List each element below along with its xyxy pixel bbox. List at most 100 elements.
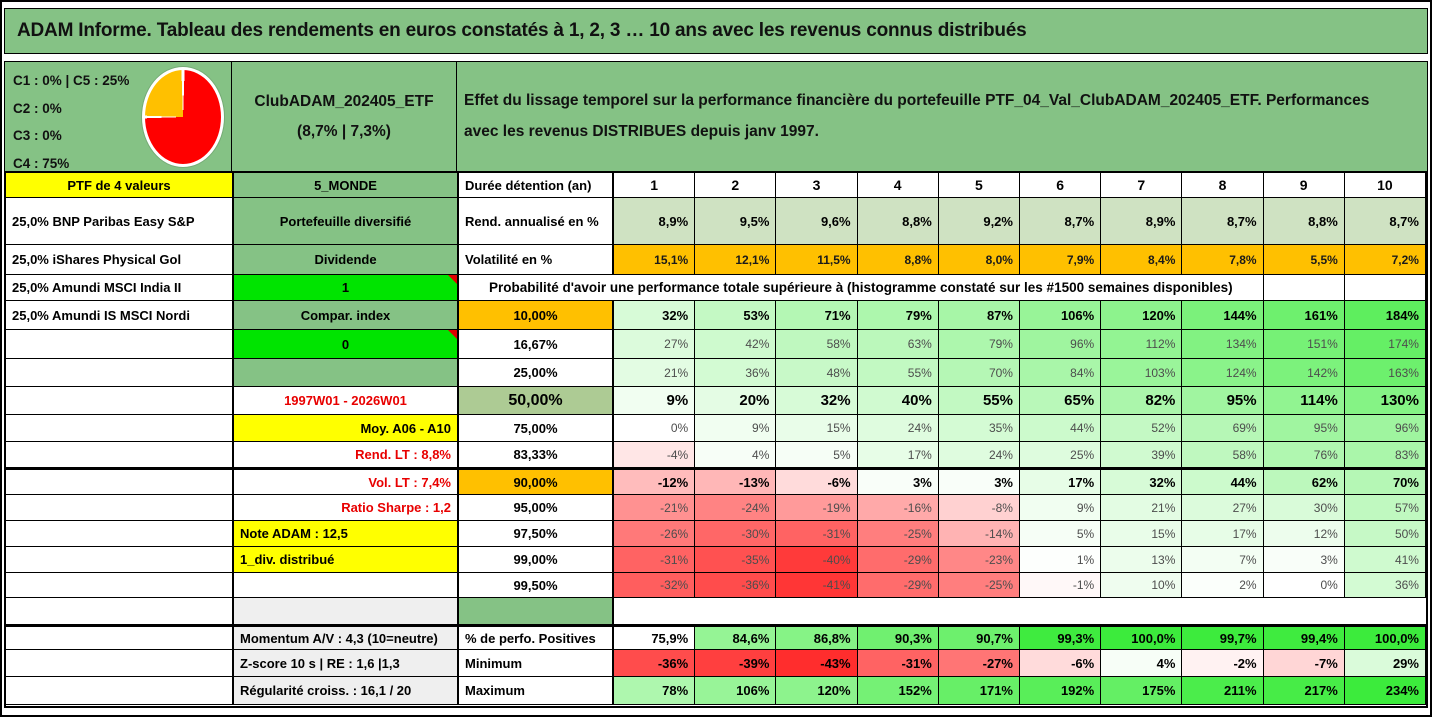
data-cell[interactable]: -32% — [614, 573, 696, 598]
data-cell[interactable]: 39% — [1101, 442, 1183, 468]
data-cell[interactable]: 40% — [857, 387, 939, 415]
data-cell[interactable]: 52% — [1101, 415, 1183, 442]
metric-label-cell[interactable]: 10,00% — [459, 301, 614, 330]
data-cell[interactable]: 112% — [1101, 330, 1183, 359]
data-cell[interactable]: 99,7% — [1182, 625, 1264, 650]
data-cell[interactable]: 12,1% — [695, 245, 777, 275]
year-header-cell[interactable]: 6 — [1019, 173, 1102, 198]
data-cell[interactable]: 27% — [614, 330, 696, 359]
data-cell[interactable]: 71% — [776, 301, 858, 330]
data-cell[interactable]: 11,5% — [776, 245, 858, 275]
data-cell[interactable]: 8,0% — [938, 245, 1020, 275]
data-cell[interactable]: 48% — [776, 359, 858, 387]
data-cell[interactable]: 29% — [1344, 650, 1426, 677]
data-cell[interactable]: 44% — [1019, 415, 1102, 442]
row-header-cell[interactable] — [6, 598, 234, 625]
data-cell[interactable]: -4% — [614, 442, 696, 468]
data-cell[interactable]: 144% — [1182, 301, 1264, 330]
data-cell[interactable]: 130% — [1344, 387, 1426, 415]
data-cell[interactable]: 21% — [1101, 495, 1183, 521]
row-subheader-cell[interactable]: Moy. A06 - A10 — [234, 415, 459, 442]
data-cell[interactable]: -29% — [857, 573, 939, 598]
data-cell[interactable]: 70% — [1344, 468, 1426, 495]
data-cell[interactable]: 175% — [1101, 677, 1183, 705]
data-cell[interactable]: 96% — [1344, 415, 1426, 442]
data-cell[interactable]: 142% — [1263, 359, 1345, 387]
data-cell[interactable]: 96% — [1019, 330, 1102, 359]
metric-label-cell[interactable] — [459, 598, 614, 625]
data-cell[interactable]: -6% — [776, 468, 858, 495]
data-cell[interactable]: 95% — [1182, 387, 1264, 415]
metric-label-cell[interactable]: 16,67% — [459, 330, 614, 359]
data-cell[interactable]: 8,8% — [1263, 198, 1345, 245]
data-cell[interactable]: 79% — [938, 330, 1020, 359]
year-header-cell[interactable]: 8 — [1182, 173, 1264, 198]
data-cell[interactable]: -43% — [776, 650, 858, 677]
data-cell[interactable]: 9% — [614, 387, 696, 415]
year-header-cell[interactable]: 7 — [1101, 173, 1183, 198]
data-cell[interactable]: 83% — [1344, 442, 1426, 468]
data-cell[interactable]: 7,2% — [1344, 245, 1426, 275]
data-cell[interactable]: 3% — [857, 468, 939, 495]
row-subheader-cell[interactable]: 1_div. distribué — [234, 547, 459, 573]
data-cell[interactable]: 5% — [776, 442, 858, 468]
data-cell[interactable]: 87% — [938, 301, 1020, 330]
data-cell[interactable]: 76% — [1263, 442, 1345, 468]
data-cell[interactable]: 32% — [776, 387, 858, 415]
data-cell[interactable]: 0% — [614, 415, 696, 442]
data-cell[interactable]: -30% — [695, 521, 777, 547]
data-cell[interactable]: 58% — [776, 330, 858, 359]
metric-label-cell[interactable]: Minimum — [459, 650, 614, 677]
row-header-cell[interactable] — [6, 468, 234, 495]
portfolio-cell[interactable]: ClubADAM_202405_ETF (8,7% | 7,3%) — [232, 61, 457, 172]
data-cell[interactable]: 90,3% — [857, 625, 939, 650]
metric-label-cell[interactable]: % de perfo. Positives — [459, 625, 614, 650]
metric-label-cell[interactable]: 90,00% — [459, 468, 614, 495]
data-cell[interactable]: 42% — [695, 330, 777, 359]
data-cell[interactable]: 8,7% — [1344, 198, 1426, 245]
data-cell[interactable]: -31% — [614, 547, 696, 573]
data-cell[interactable]: 36% — [695, 359, 777, 387]
data-cell[interactable]: 174% — [1344, 330, 1426, 359]
metric-label-cell[interactable]: 97,50% — [459, 521, 614, 547]
data-cell[interactable]: 9,5% — [695, 198, 777, 245]
row-header-cell[interactable] — [6, 330, 234, 359]
data-cell[interactable]: -25% — [938, 573, 1020, 598]
data-cell[interactable]: 75,9% — [614, 625, 696, 650]
row-subheader-cell[interactable]: Momentum A/V : 4,3 (10=neutre) — [234, 625, 459, 650]
year-header-cell[interactable]: 2 — [695, 173, 777, 198]
data-cell[interactable]: 69% — [1182, 415, 1264, 442]
data-cell[interactable]: 151% — [1263, 330, 1345, 359]
row-header-cell[interactable] — [6, 442, 234, 468]
data-cell[interactable]: 184% — [1344, 301, 1426, 330]
row-header-cell[interactable]: PTF de 4 valeurs — [6, 173, 234, 198]
data-cell[interactable]: -6% — [1019, 650, 1102, 677]
metric-label-cell[interactable]: 99,00% — [459, 547, 614, 573]
row-header-cell[interactable] — [6, 625, 234, 650]
data-cell[interactable]: 17% — [1019, 468, 1102, 495]
data-cell[interactable]: 100,0% — [1101, 625, 1183, 650]
row-subheader-cell[interactable]: 1997W01 - 2026W01 — [234, 387, 459, 415]
row-subheader-cell[interactable]: Ratio Sharpe : 1,2 — [234, 495, 459, 521]
data-cell[interactable]: 7% — [1182, 547, 1264, 573]
data-cell[interactable]: -27% — [938, 650, 1020, 677]
data-cell[interactable]: 9,6% — [776, 198, 858, 245]
data-cell[interactable]: 17% — [1182, 521, 1264, 547]
metric-label-cell[interactable]: 99,50% — [459, 573, 614, 598]
data-cell[interactable]: 65% — [1019, 387, 1102, 415]
row-header-cell[interactable] — [6, 415, 234, 442]
data-cell[interactable]: 82% — [1101, 387, 1183, 415]
data-cell[interactable]: 3% — [1263, 547, 1345, 573]
year-header-cell[interactable]: 1 — [614, 173, 696, 198]
data-cell[interactable]: 9,2% — [938, 198, 1020, 245]
data-cell[interactable]: 161% — [1263, 301, 1345, 330]
data-cell[interactable]: -23% — [938, 547, 1020, 573]
data-cell[interactable]: 211% — [1182, 677, 1264, 705]
data-cell[interactable]: -8% — [938, 495, 1020, 521]
row-subheader-cell[interactable]: Portefeuille diversifié — [234, 198, 459, 245]
data-cell[interactable]: 106% — [1019, 301, 1102, 330]
data-cell[interactable]: 1% — [1019, 547, 1102, 573]
data-cell[interactable]: 86,8% — [776, 625, 858, 650]
data-cell[interactable]: 120% — [1101, 301, 1183, 330]
data-cell[interactable]: 32% — [614, 301, 696, 330]
